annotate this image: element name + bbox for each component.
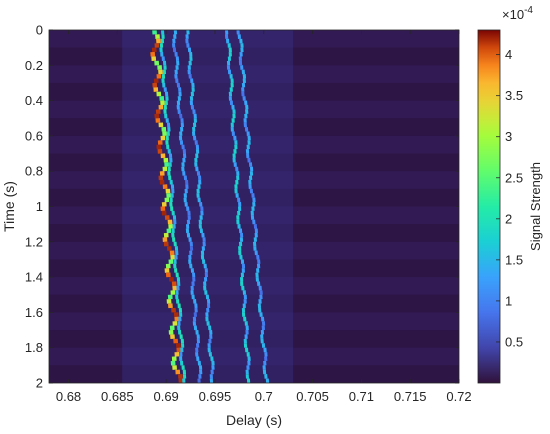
time-stripe	[49, 259, 459, 278]
time-stripe	[49, 206, 459, 225]
y-tick-label: 0.6	[25, 128, 43, 143]
time-stripe	[49, 330, 459, 348]
time-stripe	[49, 277, 459, 295]
x-tick-label: 0.695	[199, 389, 232, 404]
colorbar-frame	[477, 29, 501, 384]
colorbar-label: Signal Strength	[528, 162, 543, 251]
colorbar-tick-label: 1.5	[505, 252, 523, 267]
colorbar-tick-label: 2	[505, 211, 512, 226]
x-tick-label: 0.69	[153, 389, 178, 404]
colorbar-exponent-base: ×10	[502, 7, 524, 22]
y-tick-label: 0.8	[25, 164, 43, 179]
time-stripe	[49, 365, 459, 383]
x-tick-label: 0.72	[446, 389, 471, 404]
colorbar-tick-label: 4	[505, 47, 512, 62]
time-stripe	[49, 135, 459, 154]
x-tick-label: 0.68	[56, 389, 81, 404]
colorbar-tick-label: 3	[505, 129, 512, 144]
x-axis-label: Delay (s)	[226, 412, 282, 428]
y-tick-label: 0.2	[25, 58, 43, 73]
plot-area	[48, 29, 460, 384]
path-1	[150, 29, 184, 384]
time-stripe	[49, 47, 459, 66]
x-axis-ticks: 0.68 0.685 0.69 0.695 0.7 0.705 0.71 0.715 0.72	[56, 30, 472, 404]
x-tick-label: 0.71	[349, 389, 374, 404]
y-tick-label: 0.4	[25, 93, 43, 108]
time-stripe	[49, 118, 459, 136]
y-tick-label: 0	[36, 23, 43, 38]
time-stripe	[49, 312, 459, 331]
path-5	[224, 29, 251, 384]
signal-glow	[122, 30, 294, 383]
colorbar-gradient	[478, 30, 500, 383]
y-tick-label: 1	[36, 199, 43, 214]
time-stripe	[49, 30, 459, 48]
time-stripe	[49, 100, 459, 119]
colorbar-ticks: 0.5 1 1.5 2 2.5 3 3.5 4	[496, 47, 523, 349]
path-6	[236, 29, 270, 384]
time-stripe	[49, 153, 459, 172]
y-tick-label: 1.4	[25, 270, 43, 285]
signal-paths	[150, 29, 270, 384]
y-axis-ticks: 0 0.2 0.4 0.6 0.8 1 1.2 1.4 1.6 1.8 2	[25, 23, 459, 391]
time-stripe	[49, 171, 459, 189]
x-tick-label: 0.715	[394, 389, 427, 404]
colorbar-tick-label: 3.5	[505, 88, 523, 103]
colorbar: 0.5 1 1.5 2 2.5 3 3.5 4 ×10-4 Signal Strength	[477, 5, 543, 384]
path-4	[185, 29, 215, 384]
colorbar-exponent: ×10-4	[502, 5, 533, 22]
y-tick-label: 1.8	[25, 340, 43, 355]
y-axis-label: Time (s)	[1, 181, 17, 232]
time-stripe	[49, 294, 459, 313]
y-tick-label: 1.2	[25, 234, 43, 249]
colorbar-exponent-power: -4	[524, 5, 533, 16]
time-stripe	[49, 65, 459, 83]
colorbar-tick-label: 1	[505, 293, 512, 308]
y-tick-label: 2	[36, 376, 43, 391]
path-3	[171, 29, 203, 384]
colorbar-tick-label: 0.5	[505, 334, 523, 349]
time-stripe	[49, 224, 459, 242]
time-stripe	[49, 347, 459, 366]
x-tick-label: 0.705	[296, 389, 329, 404]
time-stripe	[49, 82, 459, 101]
x-tick-label: 0.685	[101, 389, 134, 404]
colorbar-tick-label: 2.5	[505, 170, 523, 185]
y-tick-label: 1.6	[25, 305, 43, 320]
path-2	[159, 29, 187, 384]
x-tick-label: 0.7	[255, 389, 273, 404]
